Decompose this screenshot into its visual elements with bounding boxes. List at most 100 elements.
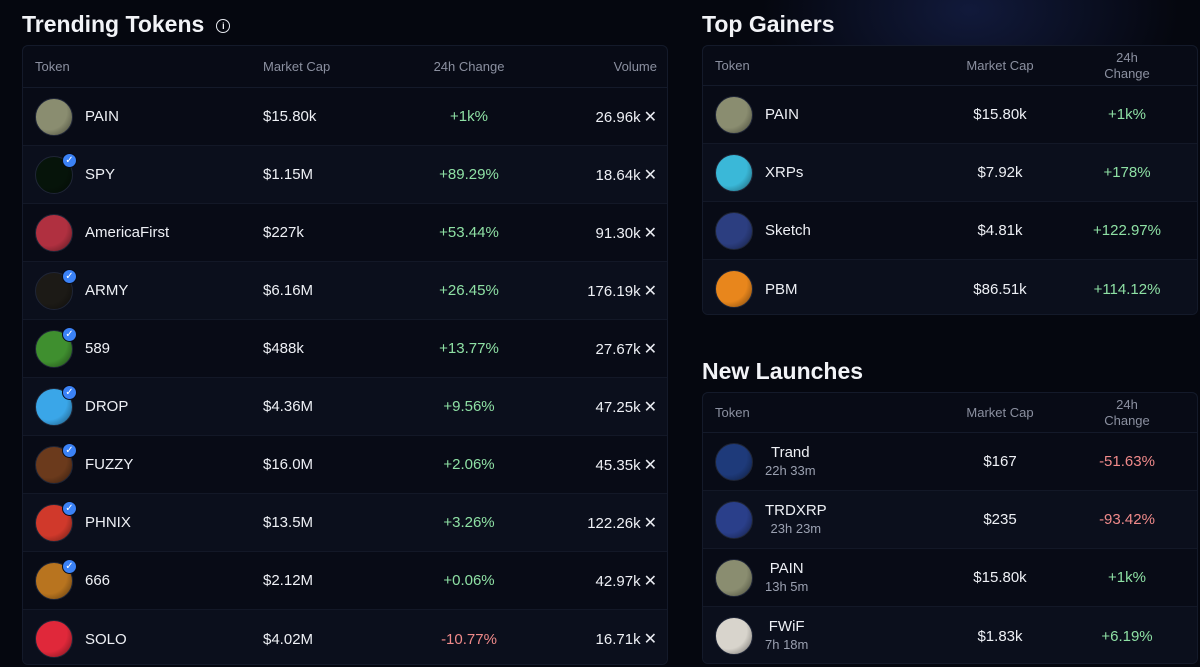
change-value: +1k% [1108,106,1146,123]
launches-title: New Launches [702,358,864,384]
verified-badge-icon: ✓ [62,558,77,574]
token-avatar-wrap [715,211,753,250]
table-row[interactable]: XRPs $7.92k +178% [703,144,1197,202]
table-row[interactable]: ✓ 589 $488k +13.77% 27.67k ✕ [23,320,667,378]
token-cell: ✓ ARMY [23,268,203,310]
volume-value: 26.96k [595,108,641,126]
volume-value: 45.35k [595,456,641,474]
volume-value: 42.97k [595,572,641,590]
token-name: TRDXRP [765,501,827,519]
launches-title-wrap: New Launches [702,358,863,385]
change-value: +53.44% [439,224,499,241]
launch-name-block: FWiF 7h 18m [765,618,808,654]
token-avatar [715,442,753,481]
market-cap: $167 [983,453,1017,470]
change-value: -10.77% [441,630,497,648]
launch-age: 7h 18m [765,637,809,652]
volume-cell: 26.96k ✕ [549,107,667,127]
header-market-cap[interactable]: Market Cap [966,58,1034,73]
gainers-title: Top Gainers [702,11,835,37]
volume-cell: 18.64k ✕ [549,165,667,185]
x-logo-icon: ✕ [643,631,657,648]
table-row[interactable]: SOLO $4.02M -10.77% 16.71k ✕ [23,610,667,664]
token-avatar-wrap: ✓ [35,384,77,426]
token-name: XRPs [765,164,804,181]
volume-cell: 45.35k ✕ [549,455,667,475]
table-row[interactable]: PAIN 13h 5m $15.80k +1k% [703,549,1197,607]
table-row[interactable]: Trand 22h 33m $167 -51.63% [703,433,1197,491]
market-cap: $4.81k [977,222,1023,239]
token-avatar-wrap [715,500,753,539]
table-row[interactable]: PBM $86.51k +114.12% [703,260,1197,314]
token-avatar [715,270,753,308]
launch-age: 22h 33m [765,462,816,478]
change-value: -93.42% [1099,511,1155,528]
token-name: ARMY [85,282,129,299]
market-cap: $15.80k [973,569,1027,586]
table-row[interactable]: ✓ SPY $1.15M +89.29% 18.64k ✕ [23,146,667,204]
token-name: 666 [85,572,111,589]
volume-cell: 42.97k ✕ [549,571,667,591]
table-row[interactable]: ✓ 666 $2.12M +0.06% 42.97k ✕ [23,552,667,610]
change-value: +122.97% [1093,222,1161,239]
table-row[interactable]: Sketch $4.81k +122.97% [703,202,1197,260]
token-avatar [715,617,753,655]
launches-table-header: Token Market Cap 24h Change [703,393,1197,433]
token-cell: ✓ DROP [23,384,203,426]
table-row[interactable]: TRDXRP 23h 23m $235 -93.42% [703,491,1197,549]
token-cell: AmericaFirst [23,213,203,252]
market-cap: $15.80k [263,108,317,125]
x-logo-icon: ✕ [643,166,657,184]
table-row[interactable]: PAIN $15.80k +1k% 26.96k ✕ [23,88,667,146]
x-logo-icon: ✕ [643,108,657,126]
table-row[interactable]: ✓ ARMY $6.16M +26.45% 176.19k ✕ [23,262,667,320]
token-avatar-wrap [715,270,753,308]
token-avatar-wrap: ✓ [35,152,77,194]
x-logo-icon: ✕ [643,456,657,474]
token-name: PAIN [85,108,119,125]
header-24h-change[interactable]: 24h Change [1067,50,1197,82]
token-avatar [715,500,753,539]
header-market-cap[interactable]: Market Cap [263,59,331,74]
token-cell: ✓ FUZZY [23,442,203,484]
x-logo-icon: ✕ [643,514,657,532]
volume-value: 91.30k [595,224,641,242]
market-cap: $488k [263,340,304,357]
header-24h-change[interactable]: 24h Change [433,59,505,74]
table-row[interactable]: ✓ DROP $4.36M +9.56% 47.25k ✕ [23,378,667,436]
market-cap: $6.16M [263,282,314,299]
table-row[interactable]: FWiF 7h 18m $1.83k +6.19% [703,607,1197,663]
trending-title-wrap: Trending Tokens i [22,11,231,38]
header-volume[interactable]: Volume [613,59,657,74]
change-value: -51.63% [1099,453,1155,470]
x-logo-icon: ✕ [643,572,657,590]
change-value: +6.19% [1101,627,1153,645]
gainers-rows: PAIN $15.80k +1k% XRPs $7.92k +178% Sketch $4.8… [703,86,1197,314]
table-row[interactable]: ✓ FUZZY $16.0M +2.06% 45.35k ✕ [23,436,667,494]
token-avatar-wrap [715,153,753,192]
table-row[interactable]: AmericaFirst $227k +53.44% 91.30k ✕ [23,204,667,262]
volume-value: 176.19k [587,282,641,300]
change-value: +1k% [450,108,488,125]
token-cell: Sketch [703,211,933,250]
token-cell: PAIN [703,95,933,134]
header-24h-change[interactable]: 24h Change [1067,397,1197,429]
verified-badge-icon: ✓ [62,152,77,168]
trending-rows: PAIN $15.80k +1k% 26.96k ✕ ✓ SPY $1.15M +89.29% 1… [23,88,667,664]
token-cell: PBM [703,270,933,308]
token-cell: TRDXRP 23h 23m [703,500,933,539]
token-avatar-wrap: ✓ [35,268,77,310]
token-avatar [35,213,73,252]
header-market-cap[interactable]: Market Cap [966,405,1034,420]
table-row[interactable]: PAIN $15.80k +1k% [703,86,1197,144]
market-cap: $1.83k [977,627,1023,645]
change-value: +9.56% [443,398,495,415]
table-row[interactable]: ✓ PHNIX $13.5M +3.26% 122.26k ✕ [23,494,667,552]
token-name: PAIN [765,106,799,123]
change-value: +1k% [1108,569,1146,586]
change-value: +114.12% [1093,280,1161,298]
header-24h-label: 24h [1116,49,1138,65]
token-cell: ✓ SPY [23,152,203,194]
market-cap: $4.36M [263,398,314,415]
info-icon[interactable]: i [216,18,231,33]
